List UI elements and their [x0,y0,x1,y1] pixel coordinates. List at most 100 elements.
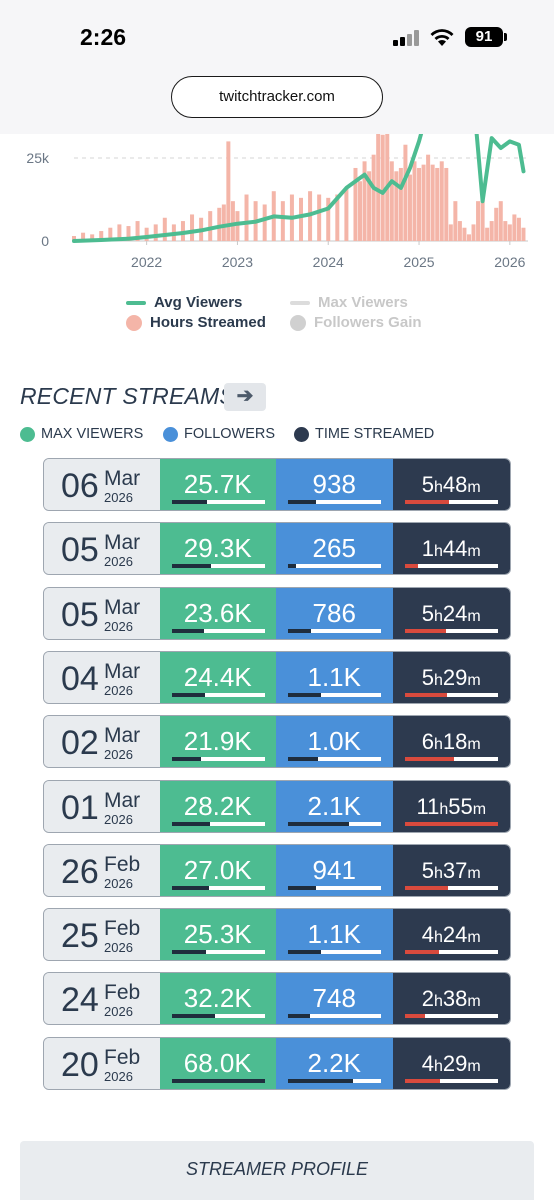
stream-day: 25 [61,917,99,956]
minutes-unit: m [467,479,481,496]
hours-streamed-bar [235,211,240,241]
hours-streamed-bar [503,221,508,241]
followers-cell: 1.1K [276,909,393,961]
time-minutes: 24 [442,600,468,626]
arrow-right-icon[interactable]: ➔ [224,383,266,411]
minutes-unit: m [467,736,481,754]
hours-streamed-bar [362,161,367,241]
minutes-unit: m [467,607,481,625]
time-minutes: 37 [442,857,468,883]
hours-unit: h [434,479,443,496]
legend-max-viewers[interactable]: Max Viewers [290,294,408,311]
followers-value: 1.1K [307,919,362,950]
hours-streamed-bar [190,214,195,241]
battery-icon: 91 [465,27,503,47]
stream-row[interactable]: 20 Feb 2026 68.0K 2.2K 4h29m [43,1036,511,1090]
max-viewers-bar [171,821,265,826]
minutes-unit: m [467,1057,481,1075]
hours-unit: h [439,800,449,818]
stream-row[interactable]: 25 Feb 2026 25.3K 1.1K 4h24m [43,908,511,962]
time-hours: 4 [421,922,435,948]
time-minutes: 48 [442,472,468,497]
stream-row[interactable]: 26 Feb 2026 27.0K 941 5h37m [43,843,511,897]
legend-line-swatch [290,300,310,305]
max-viewers-bar [171,564,265,569]
max-viewers-cell: 24.4K [159,651,276,703]
stream-year: 2026 [104,682,133,698]
max-viewers-bar [171,757,265,762]
minutes-unit: m [472,800,487,818]
hours-streamed-bar [448,224,453,241]
stream-month: Feb [104,1045,141,1069]
hours-streamed-bar [457,221,462,241]
stream-row[interactable]: 04 Mar 2026 24.4K 1.1K 5h29m [43,650,511,704]
address-bar[interactable]: twitchtracker.com [171,76,383,118]
minutes-unit: m [467,929,481,947]
time-streamed-bar [404,821,498,826]
time-streamed-bar-fill [404,692,448,697]
time-streamed-value: 4h24m [393,922,511,948]
followers-cell: 1.0K [276,716,393,768]
hours-streamed-bar [430,164,435,241]
stream-day: 05 [61,595,99,634]
hours-streamed-bar [485,227,490,241]
max-viewers-value: 27.0K [183,854,252,885]
hours-streamed-bar [162,217,167,241]
max-viewers-value: 25.3K [183,919,252,950]
hours-streamed-bar [398,167,403,241]
time-streamed-bar [404,628,498,633]
key-max-viewers: MAX VIEWERS [20,426,143,442]
hours-streamed-bar [335,194,340,241]
followers-cell: 748 [276,973,393,1025]
hours-streamed-bar [471,224,476,241]
max-viewers-bar-fill [171,821,210,826]
hours-streamed-bar [299,197,303,241]
followers-bar [288,564,381,569]
stream-day: 04 [61,659,99,698]
max-viewers-bar [171,628,265,633]
legend-avg-viewers[interactable]: Avg Viewers [126,294,242,311]
legend-label: Followers Gain [314,314,422,331]
time-streamed-bar [404,1078,498,1083]
time-streamed-value: 1h44m [393,536,511,562]
stream-row[interactable]: 01 Mar 2026 28.2K 2.1K 11h55m [43,779,511,833]
stream-row[interactable]: 24 Feb 2026 32.2K 748 2h38m [43,972,511,1026]
stream-year: 2026 [104,1068,133,1084]
hours-streamed-bar [444,167,449,241]
time-streamed-cell: 2h38m [392,973,511,1025]
stream-row[interactable]: 06 Mar 2026 25.7K 938 5h48m [43,458,511,511]
hours-unit: h [434,929,443,947]
stream-year: 2026 [104,554,133,570]
time-streamed-bar-fill [404,1014,425,1019]
followers-bar-fill [288,1014,311,1019]
hours-unit: h [434,543,443,561]
streamer-profile-header[interactable]: STREAMER PROFILE [20,1141,534,1200]
hours-streamed-bar [353,167,358,241]
followers-value: 938 [312,469,356,499]
followers-cell: 2.2K [276,1037,393,1089]
followers-cell: 1.1K [276,651,393,703]
time-streamed-value: 2h38m [393,986,511,1012]
followers-bar [288,628,381,633]
time-streamed-bar-fill [404,564,418,569]
max-viewers-cell: 28.2K [159,780,276,832]
legend-hours-streamed[interactable]: Hours Streamed [126,314,266,331]
stream-row[interactable]: 05 Mar 2026 23.6K 786 5h24m [43,586,511,640]
followers-bar [288,1078,381,1083]
x-tick-label: 2025 [403,254,434,270]
hours-streamed-bar [421,164,426,241]
hours-streamed-bar [380,134,385,241]
time-streamed-value: 11h55m [393,794,511,820]
time-streamed-bar-fill [404,1078,440,1083]
hours-streamed-bar [217,207,222,241]
time-streamed-value: 5h29m [393,665,511,691]
legend-label: Hours Streamed [150,314,266,331]
stream-row[interactable]: 02 Mar 2026 21.9K 1.0K 6h18m [43,715,511,769]
max-viewers-cell: 27.0K [159,844,276,896]
max-viewers-value: 25.7K [183,469,252,499]
legend-followers-gain[interactable]: Followers Gain [290,314,422,331]
stream-year: 2026 [104,940,133,956]
legend-label: Max Viewers [318,294,408,311]
stream-date: 01 Mar 2026 [44,780,160,832]
stream-row[interactable]: 05 Mar 2026 29.3K 265 1h44m [43,522,511,576]
